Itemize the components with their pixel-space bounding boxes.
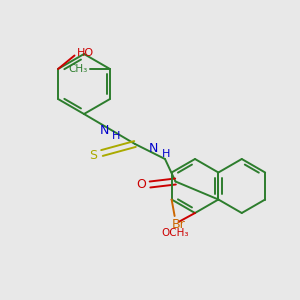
Text: H: H — [161, 149, 170, 160]
Text: HO: HO — [77, 47, 94, 58]
Text: CH₃: CH₃ — [68, 64, 88, 74]
Text: N: N — [99, 124, 109, 137]
Text: N: N — [148, 142, 158, 155]
Text: O: O — [137, 178, 146, 191]
Text: H: H — [112, 130, 120, 141]
Text: Br: Br — [172, 218, 186, 231]
Text: OCH₃: OCH₃ — [162, 227, 189, 238]
Text: S: S — [90, 149, 98, 163]
